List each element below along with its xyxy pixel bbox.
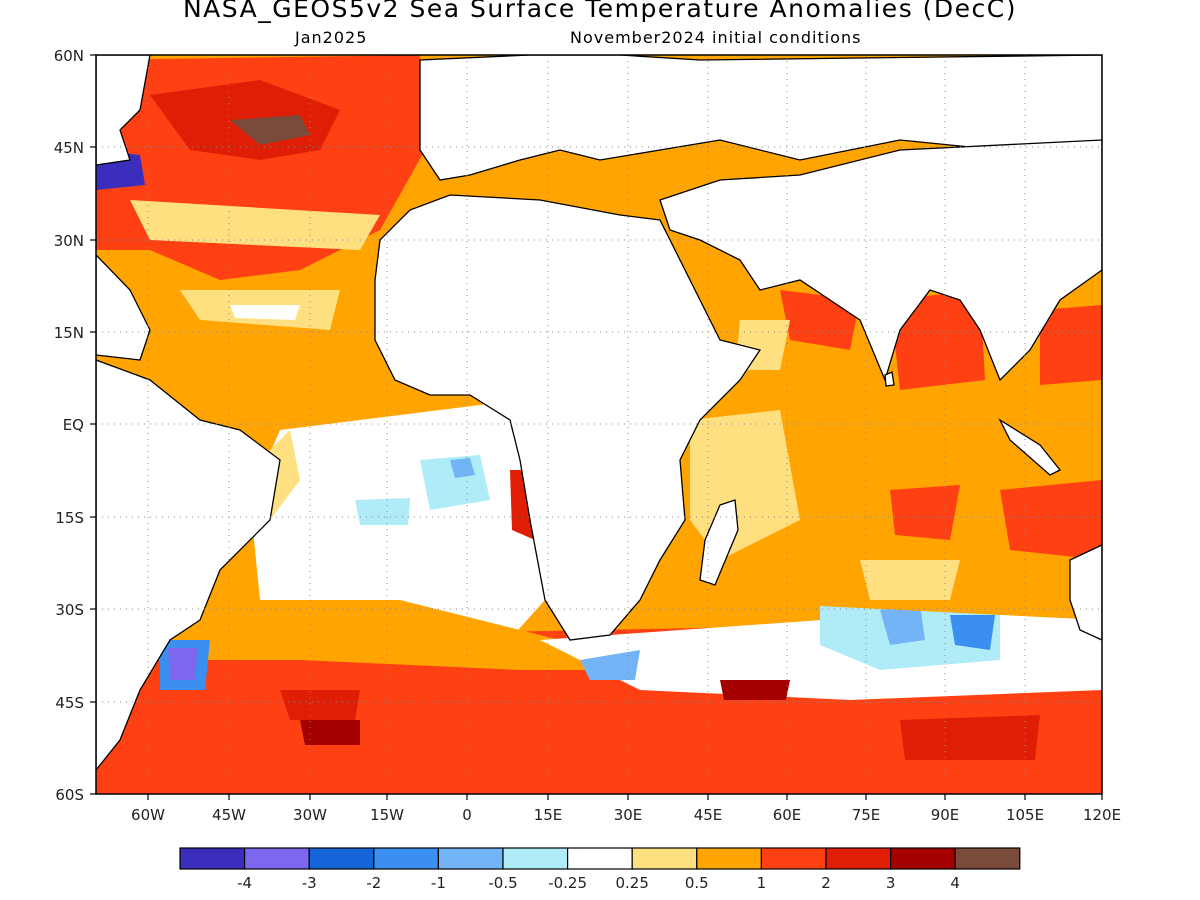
- axis-ticks: [90, 54, 1103, 800]
- map-field: [96, 55, 1102, 794]
- lon-label: 105E: [1006, 806, 1044, 824]
- lat-label: 30S: [55, 601, 84, 619]
- anomaly-region: [96, 600, 700, 670]
- initial-conditions: November2024 initial conditions: [570, 28, 862, 47]
- anomaly-region: [450, 458, 475, 478]
- anomaly-region: [355, 498, 410, 525]
- sumatra: [998, 418, 1062, 476]
- lat-label: 15S: [55, 509, 84, 527]
- madagascar: [699, 499, 739, 586]
- lon-labels: 60W 45W 30W 15W 0 15E 30E 45E 60E 75E 90…: [131, 806, 1121, 824]
- anomaly-region: [720, 680, 790, 705]
- lon-label: 30W: [293, 806, 327, 824]
- colorbar-label: 1: [757, 874, 767, 892]
- anomaly-region: [230, 115, 310, 145]
- colorbar-label: -0.25: [548, 874, 587, 892]
- colorbar-swatch: [308, 847, 375, 870]
- lat-label: 45N: [54, 139, 84, 157]
- colorbar-swatch: [502, 847, 569, 870]
- colorbar-swatch: [373, 847, 439, 870]
- forecast-month: Jan2025: [295, 28, 368, 47]
- colorbar-swatch: [760, 847, 827, 870]
- australia: [1069, 544, 1102, 641]
- map-title: NASA_GEOS5v2 Sea Surface Temperature Ano…: [182, 0, 1018, 23]
- lon-label: 0: [462, 806, 472, 824]
- lat-label: EQ: [63, 416, 84, 434]
- lat-label: 45S: [55, 694, 84, 712]
- lon-label: 120E: [1083, 806, 1121, 824]
- colorbar-label: 0.25: [615, 874, 648, 892]
- anomaly-region: [880, 605, 925, 645]
- colorbar-swatch: [631, 847, 698, 870]
- lat-labels: 60N 45N 30N 15N EQ 15S 30S 45S 60S: [54, 47, 84, 804]
- anomaly-region: [130, 200, 380, 250]
- anomaly-region: [890, 290, 985, 390]
- colorbar-label: -2: [366, 874, 381, 892]
- anomaly-region: [900, 715, 1040, 760]
- anomaly-region: [1000, 480, 1102, 560]
- colorbar-label: -4: [237, 874, 252, 892]
- anomaly-region: [230, 305, 300, 320]
- europe: [419, 55, 1102, 181]
- north-america: [96, 55, 151, 166]
- north-america: [96, 254, 151, 361]
- anomaly-region: [280, 690, 360, 720]
- colorbar-swatch: [179, 847, 246, 870]
- lon-label: 75E: [852, 806, 881, 824]
- colorbar-label: -1: [431, 874, 446, 892]
- lat-label: 60N: [54, 47, 84, 65]
- lat-label: 15N: [54, 324, 84, 342]
- lon-label: 90E: [931, 806, 960, 824]
- colorbar-label: 4: [950, 874, 960, 892]
- lon-label: 15E: [534, 806, 563, 824]
- colorbar-label: 2: [821, 874, 831, 892]
- south-america: [96, 359, 281, 772]
- lat-label: 30N: [54, 232, 84, 250]
- lat-label: 60S: [55, 786, 84, 804]
- anomaly-region: [1040, 305, 1102, 385]
- colorbar-swatch: [954, 847, 1021, 870]
- colorbar-swatch: [825, 847, 892, 870]
- anomaly-region: [860, 560, 960, 600]
- lon-label: 45W: [212, 806, 246, 824]
- lon-label: 30E: [614, 806, 643, 824]
- africa: [374, 194, 762, 641]
- anomaly-region: [300, 720, 360, 745]
- lon-label: 60W: [131, 806, 165, 824]
- colorbar-label: 0.5: [685, 874, 709, 892]
- land-layer: [96, 55, 1102, 772]
- colorbar-swatch: [696, 847, 762, 870]
- colorbar-swatch: [437, 847, 504, 870]
- anomaly-region: [580, 650, 640, 680]
- colorbar-label: -0.5: [488, 874, 517, 892]
- anomaly-region: [890, 485, 960, 540]
- colorbar-label: 3: [886, 874, 896, 892]
- colorbar-swatch: [889, 847, 956, 870]
- sri-lanka: [884, 371, 895, 387]
- colorbar: -4 -3 -2 -1 -0.5 -0.25 0.25 0.5 1 2 3 4: [179, 847, 1021, 892]
- lon-label: 45E: [694, 806, 723, 824]
- colorbar-label: -3: [302, 874, 317, 892]
- anomaly-region: [950, 615, 995, 650]
- asia: [659, 139, 1102, 382]
- colorbar-swatch: [566, 847, 633, 870]
- colorbar-swatch: [244, 847, 310, 870]
- lon-label: 15W: [370, 806, 404, 824]
- anomaly-region: [168, 648, 198, 680]
- lon-label: 60E: [773, 806, 802, 824]
